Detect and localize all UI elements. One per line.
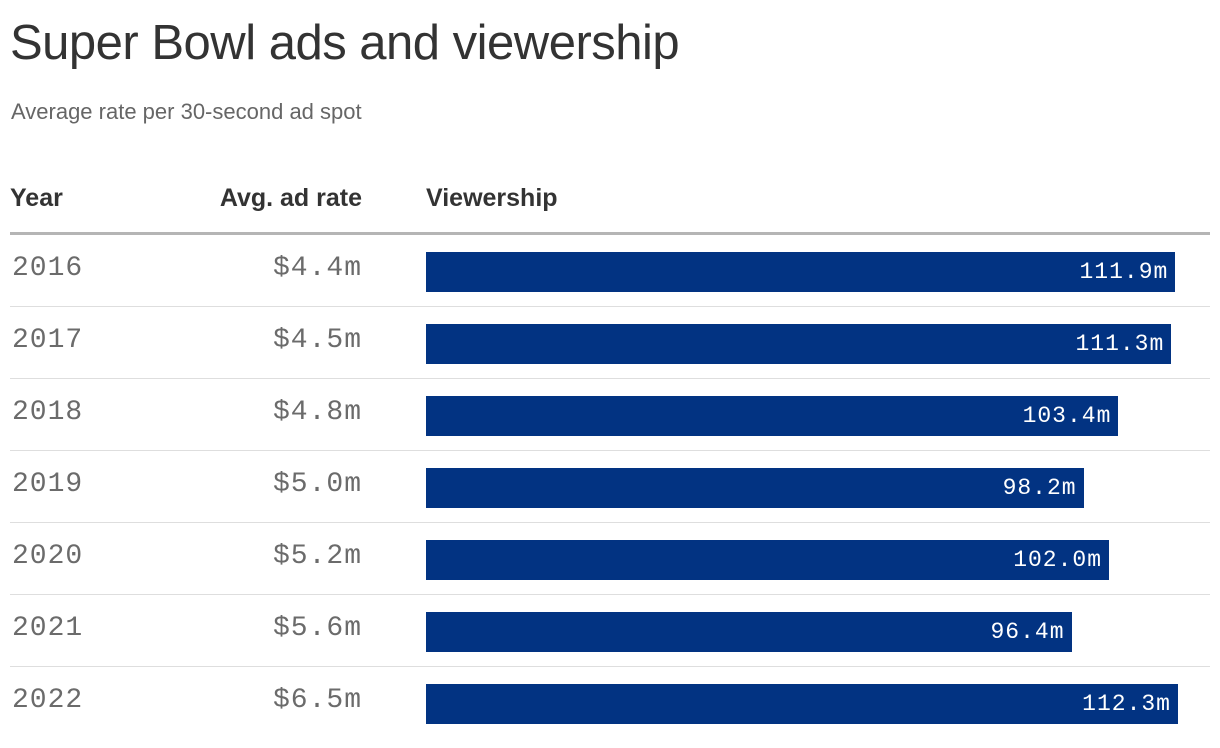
table-row: 2021 $5.6m 96.4m [10,595,1210,667]
viewership-bar-label: 96.4m [990,619,1065,645]
ad-rate-cell: $4.4m [272,253,362,284]
viewership-bar: 111.3m [426,324,1172,364]
page-subtitle: Average rate per 30-second ad spot [11,99,362,124]
viewership-bar: 102.0m [426,540,1110,580]
viewership-bar-label: 98.2m [1002,475,1077,501]
viewership-bar: 112.3m [426,684,1178,724]
viewership-bar: 98.2m [426,468,1084,508]
viewership-bar: 111.9m [426,252,1176,292]
column-header-ad-rate: Avg. ad rate [219,184,362,212]
column-header-viewership: Viewership [426,184,558,212]
header-divider [10,232,1210,235]
year-cell: 2022 [12,685,84,716]
ad-rate-cell: $4.5m [272,325,362,356]
year-cell: 2021 [12,613,84,644]
year-cell: 2017 [12,325,84,356]
table-row: 2022 $6.5m 112.3m [10,667,1210,739]
viewership-bar-label: 111.9m [1079,259,1169,285]
table-row: 2017 $4.5m 111.3m [10,307,1210,379]
column-header-year: Year [10,184,63,212]
ad-rate-cell: $5.0m [272,469,362,500]
table-row: 2019 $5.0m 98.2m [10,451,1210,523]
viewership-bar: 96.4m [426,612,1072,652]
table-row: 2016 $4.4m 111.9m [10,235,1210,307]
year-cell: 2018 [12,397,84,428]
ad-rate-cell: $4.8m [272,397,362,428]
ad-rate-cell: $5.6m [272,613,362,644]
table-row: 2018 $4.8m 103.4m [10,379,1210,451]
table-body: 2016 $4.4m 111.9m 2017 $4.5m 111.3m 2018 $4.8m 1… [10,235,1210,739]
viewership-bar: 103.4m [426,396,1119,436]
viewership-bar-label: 111.3m [1075,331,1165,357]
ad-rate-cell: $5.2m [272,541,362,572]
viewership-bar-label: 103.4m [1022,403,1112,429]
page-title: Super Bowl ads and viewership [10,16,680,70]
year-cell: 2019 [12,469,84,500]
table-row: 2020 $5.2m 102.0m [10,523,1210,595]
year-cell: 2016 [12,253,84,284]
ad-rate-cell: $6.5m [272,685,362,716]
viewership-bar-label: 112.3m [1082,691,1171,717]
year-cell: 2020 [12,541,84,572]
viewership-bar-label: 102.0m [1013,547,1103,573]
